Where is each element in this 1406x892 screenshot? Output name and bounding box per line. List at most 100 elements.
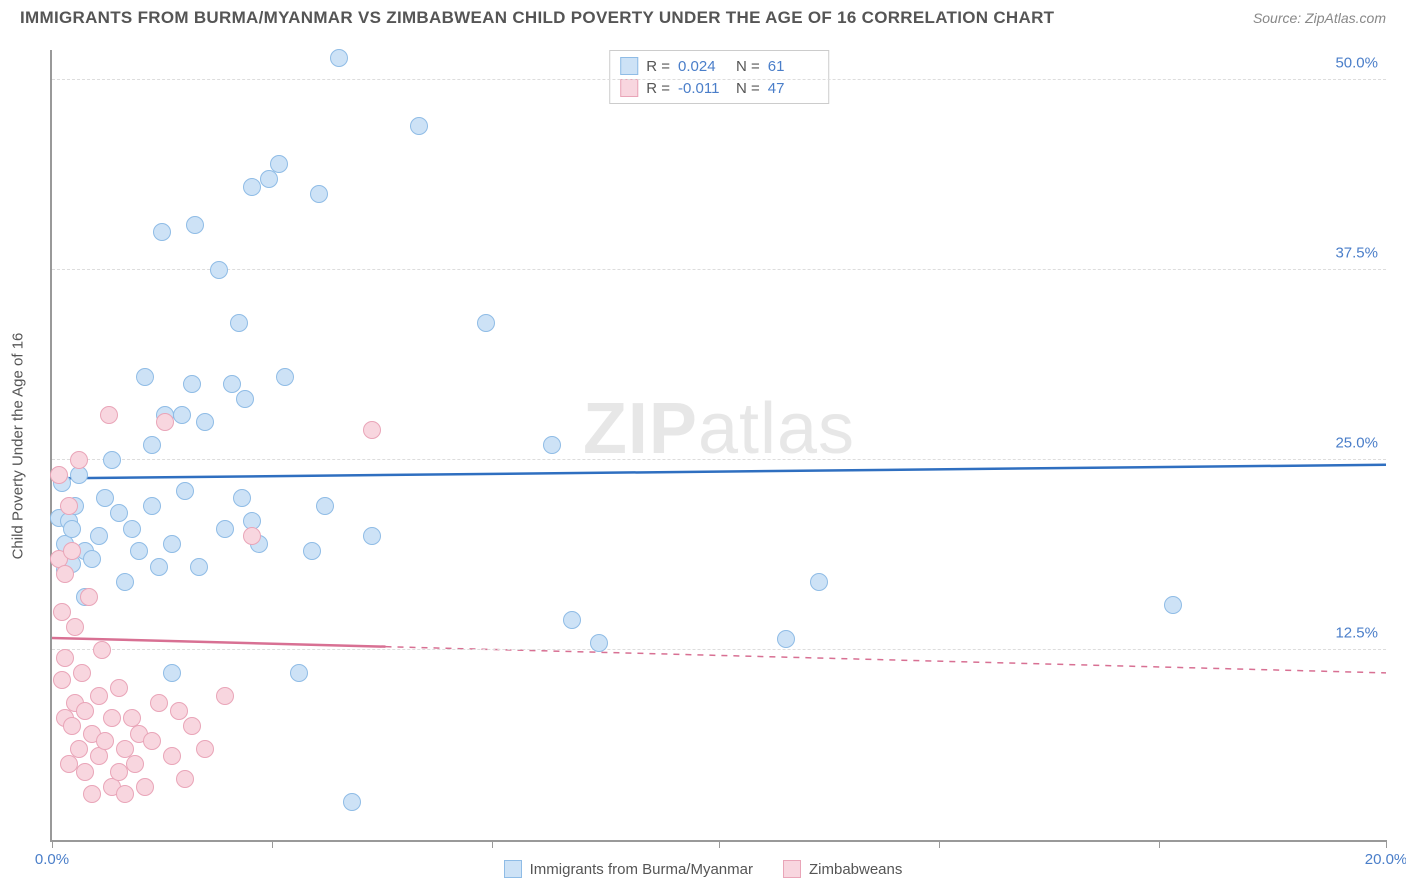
data-point [223, 375, 241, 393]
data-point [163, 747, 181, 765]
data-point [316, 497, 334, 515]
data-point [110, 504, 128, 522]
data-point [210, 261, 228, 279]
y-tick-label: 12.5% [1335, 625, 1378, 642]
data-point [63, 542, 81, 560]
data-point [53, 603, 71, 621]
y-tick-label: 50.0% [1335, 55, 1378, 72]
data-point [70, 740, 88, 758]
legend-item: Immigrants from Burma/Myanmar [504, 860, 753, 878]
legend-swatch [504, 860, 522, 878]
data-point [330, 49, 348, 67]
data-point [56, 649, 74, 667]
data-point [83, 785, 101, 803]
data-point [70, 451, 88, 469]
stat-r-label: R = [646, 80, 670, 97]
data-point [123, 520, 141, 538]
data-point [143, 497, 161, 515]
data-point [186, 216, 204, 234]
data-point [66, 618, 84, 636]
stat-n-label: N = [736, 58, 760, 75]
data-point [116, 573, 134, 591]
y-tick-label: 37.5% [1335, 245, 1378, 262]
data-point [90, 527, 108, 545]
data-point [290, 664, 308, 682]
data-point [233, 489, 251, 507]
data-point [90, 687, 108, 705]
trend-lines [52, 50, 1386, 840]
x-tick [52, 840, 53, 848]
data-point [183, 717, 201, 735]
data-point [1164, 596, 1182, 614]
data-point [126, 755, 144, 773]
legend-swatch [783, 860, 801, 878]
data-point [343, 793, 361, 811]
data-point [173, 406, 191, 424]
data-point [130, 542, 148, 560]
data-point [183, 375, 201, 393]
stat-n-label: N = [736, 80, 760, 97]
chart-title: IMMIGRANTS FROM BURMA/MYANMAR VS ZIMBABW… [20, 8, 1054, 28]
data-point [260, 170, 278, 188]
data-point [163, 664, 181, 682]
data-point [50, 466, 68, 484]
data-point [196, 413, 214, 431]
data-point [270, 155, 288, 173]
data-point [150, 558, 168, 576]
y-tick-label: 25.0% [1335, 435, 1378, 452]
gridline [52, 459, 1386, 460]
data-point [236, 390, 254, 408]
x-tick [719, 840, 720, 848]
data-point [230, 314, 248, 332]
stats-row: R =0.024N =61 [620, 55, 818, 77]
x-tick [939, 840, 940, 848]
data-point [196, 740, 214, 758]
data-point [83, 550, 101, 568]
data-point [80, 588, 98, 606]
data-point [170, 702, 188, 720]
data-point [410, 117, 428, 135]
data-point [777, 630, 795, 648]
data-point [96, 489, 114, 507]
data-point [176, 770, 194, 788]
data-point [243, 527, 261, 545]
data-point [543, 436, 561, 454]
source-attribution: Source: ZipAtlas.com [1253, 10, 1386, 26]
stat-r-label: R = [646, 58, 670, 75]
data-point [163, 535, 181, 553]
x-tick [492, 840, 493, 848]
data-point [136, 368, 154, 386]
data-point [63, 717, 81, 735]
data-point [190, 558, 208, 576]
data-point [810, 573, 828, 591]
data-point [303, 542, 321, 560]
data-point [93, 641, 111, 659]
x-tick [272, 840, 273, 848]
data-point [590, 634, 608, 652]
data-point [60, 755, 78, 773]
data-point [563, 611, 581, 629]
series-legend: Immigrants from Burma/Myanmar Zimbabweans [0, 860, 1406, 878]
data-point [56, 565, 74, 583]
data-point [143, 732, 161, 750]
legend-swatch [620, 79, 638, 97]
legend-swatch [620, 57, 638, 75]
data-point [153, 223, 171, 241]
data-point [103, 451, 121, 469]
data-point [176, 482, 194, 500]
data-point [136, 778, 154, 796]
data-point [143, 436, 161, 454]
data-point [363, 527, 381, 545]
x-tick [1386, 840, 1387, 848]
stat-r-value: 0.024 [678, 58, 728, 75]
data-point [216, 687, 234, 705]
data-point [216, 520, 234, 538]
watermark: ZIPatlas [583, 388, 855, 470]
data-point [96, 732, 114, 750]
data-point [243, 178, 261, 196]
data-point [53, 671, 71, 689]
data-point [110, 679, 128, 697]
legend-label: Zimbabweans [809, 861, 902, 878]
data-point [110, 763, 128, 781]
gridline [52, 79, 1386, 80]
